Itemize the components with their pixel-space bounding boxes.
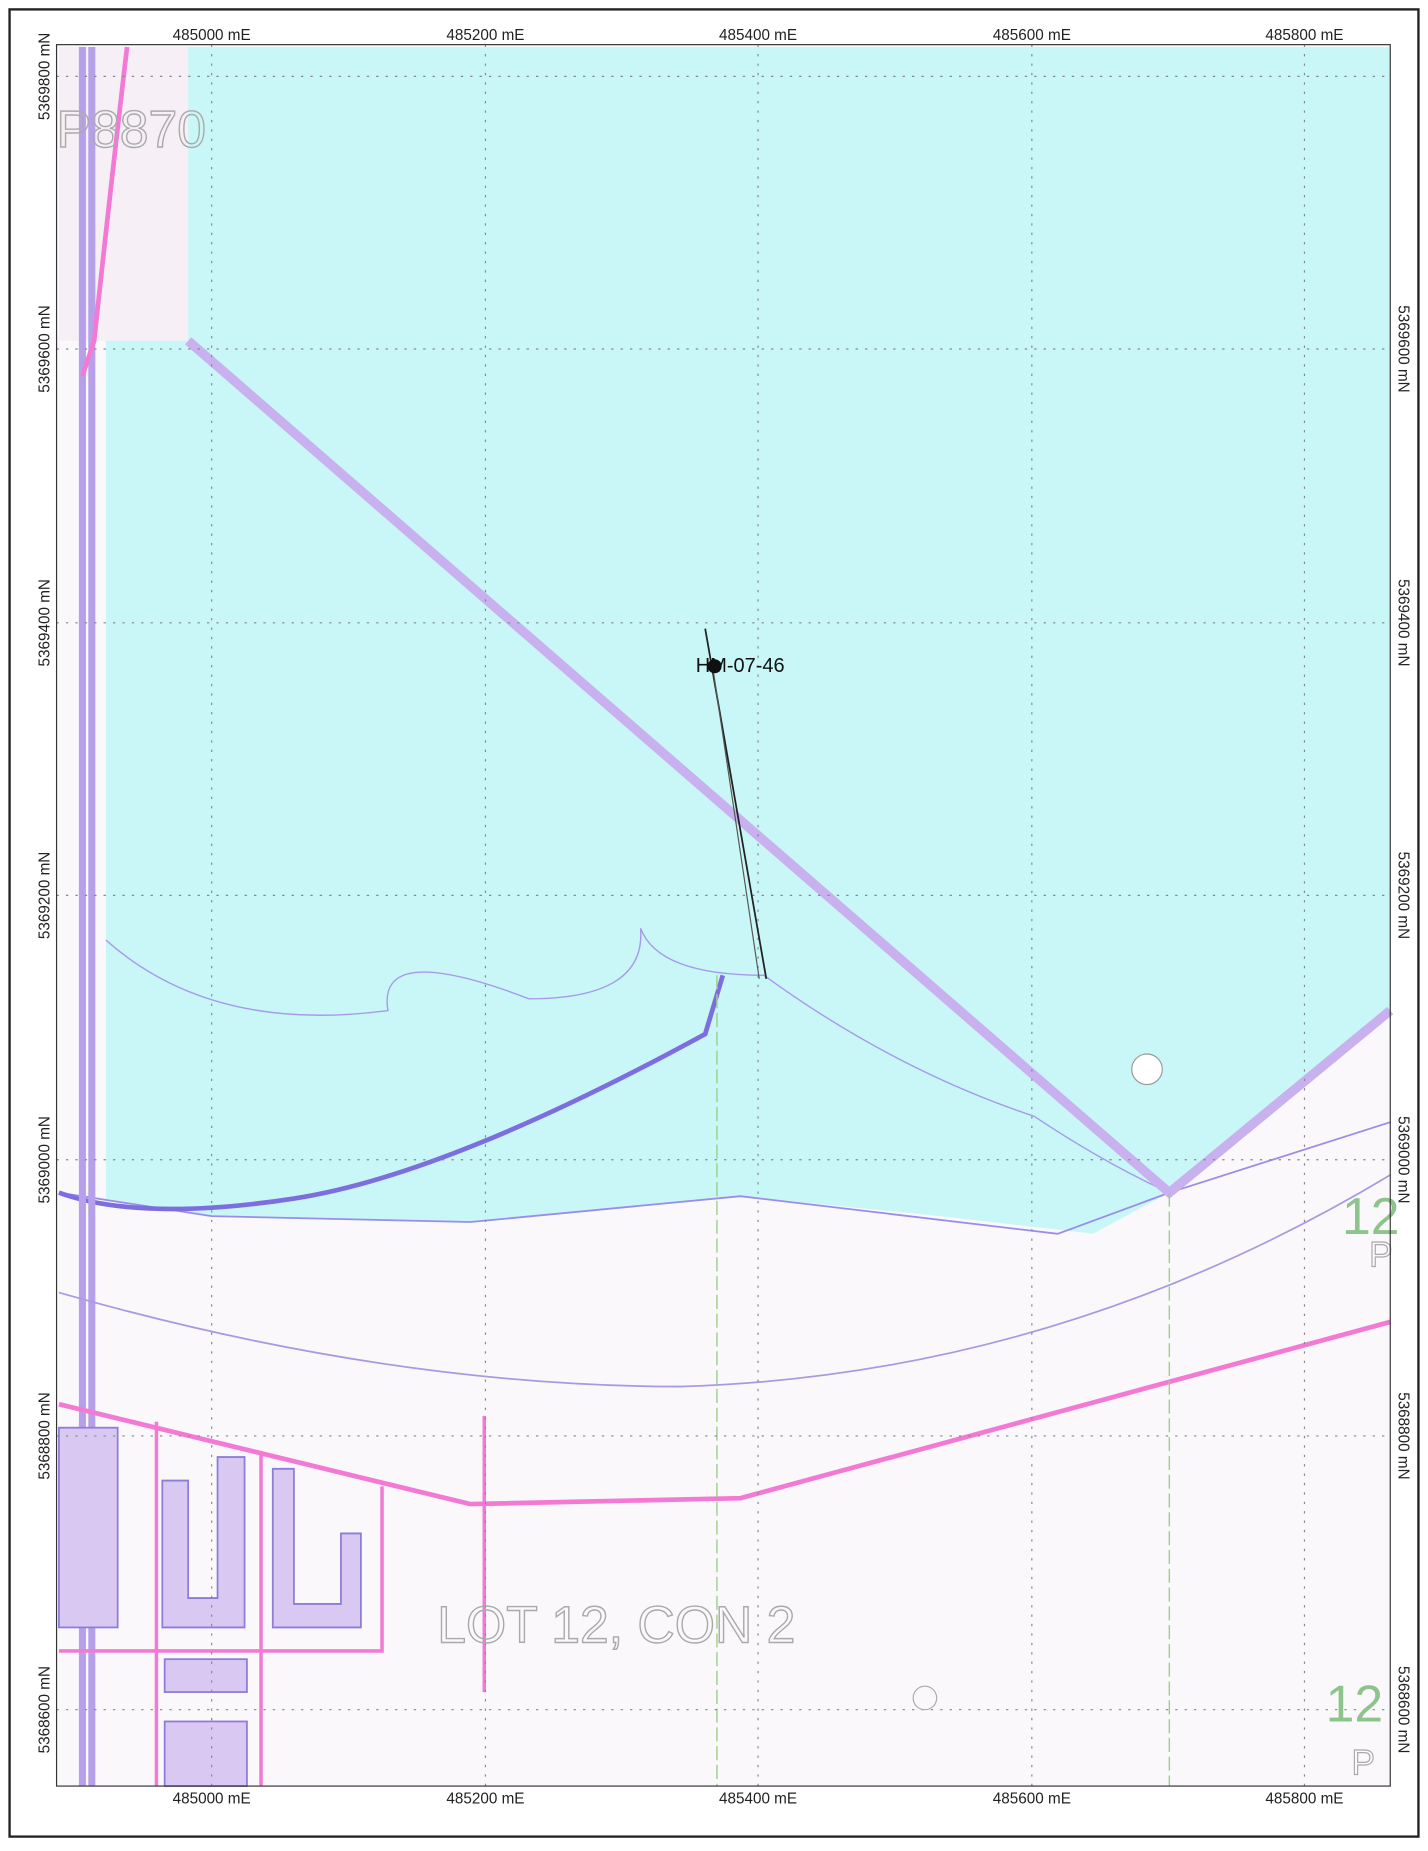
page-border bbox=[8, 8, 1420, 1838]
northing-label: 5369400 mN bbox=[1394, 579, 1411, 666]
stream bbox=[58, 974, 726, 1212]
buildings bbox=[58, 1426, 362, 1787]
building bbox=[161, 1456, 246, 1629]
grid-labels: 485000 mE 485200 mE 485400 mE 485600 mE 4858… bbox=[37, 27, 1412, 1808]
northing-label: 5369000 mN bbox=[37, 1116, 54, 1203]
easting-label: 485000 mE bbox=[173, 27, 251, 44]
water-area bbox=[105, 47, 1391, 1234]
road-north bbox=[80, 46, 130, 377]
northing-label: 5369000 mN bbox=[1394, 1116, 1411, 1203]
northing-label: 5369800 mN bbox=[37, 33, 54, 120]
map-border bbox=[55, 44, 1391, 1787]
northing-label: 5368600 mN bbox=[37, 1666, 54, 1753]
contour bbox=[105, 928, 1170, 1194]
lot-label: LOT 12, CON 2 bbox=[437, 1596, 795, 1654]
northing-label: 5369200 mN bbox=[1394, 852, 1411, 939]
grid bbox=[56, 44, 1391, 1787]
northing-label: 5368800 mN bbox=[1394, 1392, 1411, 1479]
building bbox=[163, 1720, 248, 1787]
northing-label: 5369400 mN bbox=[37, 579, 54, 666]
building bbox=[58, 1426, 119, 1629]
building bbox=[163, 1658, 248, 1693]
road bbox=[58, 1319, 1391, 1507]
drill-collar bbox=[707, 659, 722, 674]
northing-label: 5369600 mN bbox=[1394, 305, 1411, 392]
parcel-label: P8870 bbox=[57, 100, 206, 158]
drill-trace bbox=[711, 663, 760, 979]
northing-label: 5368800 mN bbox=[37, 1392, 54, 1479]
plan-letter: P bbox=[1351, 1743, 1375, 1782]
hole-label: HM-07-46 bbox=[696, 655, 785, 677]
easting-label: 485600 mE bbox=[993, 27, 1071, 44]
easting-label: 485600 mE bbox=[993, 1791, 1071, 1808]
lot-boundary bbox=[716, 975, 1171, 1787]
northing-label: 5368600 mN bbox=[1394, 1666, 1411, 1753]
building bbox=[271, 1467, 362, 1629]
plan-letter: P bbox=[1369, 1236, 1393, 1275]
northing-label: 5369600 mN bbox=[37, 305, 54, 392]
easting-label: 485800 mE bbox=[1265, 27, 1343, 44]
northing-label: 5369200 mN bbox=[37, 852, 54, 939]
easting-label: 485800 mE bbox=[1265, 1791, 1343, 1808]
lot-number: 12 bbox=[1326, 1674, 1384, 1732]
property-lines bbox=[58, 1421, 384, 1787]
marker-circle bbox=[1131, 1053, 1163, 1086]
easting-label: 485400 mE bbox=[719, 1791, 797, 1808]
easting-label: 485200 mE bbox=[446, 27, 524, 44]
marker-circle bbox=[912, 1685, 938, 1711]
easting-label: 485400 mE bbox=[719, 27, 797, 44]
power-line bbox=[58, 1174, 1391, 1388]
easting-label: 485000 mE bbox=[173, 1791, 251, 1808]
easting-label: 485200 mE bbox=[446, 1791, 524, 1808]
